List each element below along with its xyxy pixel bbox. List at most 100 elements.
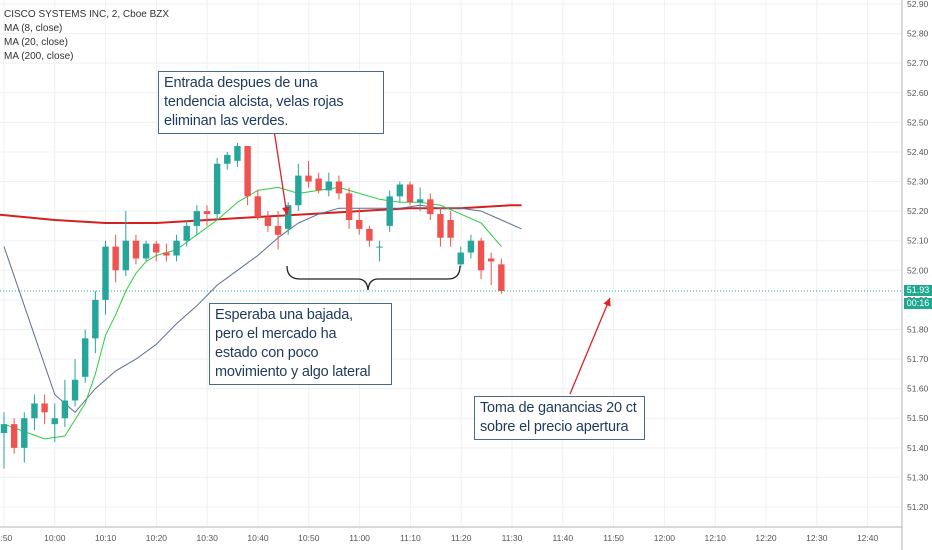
consolidation-brace bbox=[286, 265, 461, 291]
candle-body bbox=[61, 400, 69, 419]
legend-ma200: MA (200, close) bbox=[4, 51, 74, 62]
candle-body bbox=[437, 214, 444, 238]
y-tick-label: 51.20 bbox=[907, 502, 929, 512]
candle-body bbox=[112, 246, 119, 271]
candle-body bbox=[406, 184, 414, 203]
chart-legend: CISCO SYSTEMS INC, 2, Cboe BZX MA (8, cl… bbox=[4, 8, 169, 64]
candles bbox=[0, 143, 505, 469]
candle-body bbox=[295, 175, 302, 206]
candle-body bbox=[142, 243, 150, 259]
x-tick-label: 11:50 bbox=[603, 533, 624, 543]
x-tick-label: 11:30 bbox=[502, 533, 523, 543]
candle-body bbox=[315, 178, 322, 191]
x-tick-label: 10:40 bbox=[247, 533, 269, 543]
candle-body bbox=[234, 146, 241, 161]
candle-body bbox=[153, 243, 160, 253]
candle-body bbox=[203, 211, 211, 215]
y-tick-label: 51.60 bbox=[907, 384, 929, 394]
candle-body bbox=[31, 403, 38, 419]
y-tick-label: 52.50 bbox=[907, 117, 929, 127]
candle-body bbox=[122, 240, 129, 271]
candle-body bbox=[71, 379, 79, 401]
candle-body bbox=[173, 240, 180, 256]
candle-body bbox=[213, 163, 221, 215]
x-tick-label: 12:40 bbox=[857, 533, 879, 543]
x-tick-label: 10:20 bbox=[146, 533, 168, 543]
candle-body bbox=[274, 225, 282, 235]
candle-body bbox=[305, 175, 312, 182]
y-tick-label: 52.70 bbox=[907, 58, 929, 68]
candle-body bbox=[82, 338, 89, 377]
candle-body bbox=[92, 299, 99, 339]
note-take-profit: Toma de ganancias 20 ct sobre el precio … bbox=[474, 396, 645, 440]
x-tick-label: 10:30 bbox=[197, 533, 219, 543]
candle-body bbox=[244, 146, 251, 197]
note-entry: Entrada despues de una tendencia alcista… bbox=[158, 71, 384, 134]
candle-body bbox=[416, 199, 424, 203]
candle-countdown: 00:16 bbox=[904, 298, 932, 309]
candle-body bbox=[193, 211, 201, 226]
candle-body bbox=[10, 424, 18, 448]
candle-body bbox=[457, 252, 464, 265]
candle-body bbox=[254, 196, 261, 218]
last-price-label: 51.93 bbox=[904, 285, 932, 296]
candle-body bbox=[51, 418, 58, 425]
candle-body bbox=[285, 205, 292, 229]
candle-body bbox=[21, 418, 28, 448]
candle-body bbox=[447, 219, 454, 238]
x-tick-label: 11:10 bbox=[400, 533, 421, 543]
x-tick-label: 9:50 bbox=[0, 533, 13, 543]
y-tick-label: 51.30 bbox=[907, 472, 929, 482]
y-tick-label: 52.40 bbox=[907, 147, 929, 157]
candle-body bbox=[386, 196, 393, 226]
legend-title: CISCO SYSTEMS INC, 2, Cboe BZX bbox=[4, 9, 170, 20]
candle-body bbox=[132, 240, 140, 259]
candle-body bbox=[366, 228, 373, 241]
candle-body bbox=[467, 240, 475, 253]
candle-body bbox=[0, 424, 8, 434]
x-tick-label: 11:20 bbox=[451, 533, 472, 543]
y-tick-label: 51.40 bbox=[907, 443, 929, 453]
candle-body bbox=[488, 258, 495, 262]
y-tick-label: 52.30 bbox=[907, 177, 929, 187]
y-tick-label: 51.50 bbox=[907, 413, 929, 423]
candle-body bbox=[396, 184, 404, 197]
candle-body bbox=[183, 225, 190, 241]
candle-body bbox=[335, 181, 343, 194]
candle-body bbox=[102, 246, 109, 300]
annotations bbox=[0, 129, 902, 395]
note-expect: Esperaba una bajada, pero el mercado ha … bbox=[209, 303, 392, 385]
take-profit-arrow bbox=[569, 297, 611, 395]
y-tick-label: 52.90 bbox=[907, 0, 929, 9]
x-tick-label: 11:40 bbox=[552, 533, 573, 543]
y-tick-label: 52.10 bbox=[907, 236, 929, 246]
x-tick-label: 10:00 bbox=[44, 533, 66, 543]
candle-body bbox=[224, 154, 231, 164]
candle-body bbox=[427, 199, 434, 215]
x-tick-label: 12:20 bbox=[755, 533, 777, 543]
legend-ma20: MA (20, close) bbox=[4, 37, 68, 48]
entry-arrow bbox=[273, 129, 290, 216]
candle-body bbox=[163, 252, 170, 256]
candle-body bbox=[356, 219, 363, 229]
y-tick-label: 52.20 bbox=[907, 206, 929, 216]
ma200-line bbox=[0, 204, 522, 224]
x-tick-label: 12:10 bbox=[705, 533, 727, 543]
candle-body bbox=[345, 193, 353, 220]
candle-body bbox=[477, 240, 485, 271]
x-tick-label: 11:00 bbox=[349, 533, 370, 543]
candle-body bbox=[376, 246, 383, 248]
legend-ma8: MA (8, close) bbox=[4, 23, 63, 34]
y-tick-label: 51.80 bbox=[907, 324, 929, 334]
candle-body bbox=[498, 264, 505, 292]
x-tick-label: 12:00 bbox=[654, 533, 676, 543]
x-tick-label: 10:50 bbox=[298, 533, 320, 543]
y-tick-label: 52.00 bbox=[907, 265, 929, 275]
candle-body bbox=[41, 403, 48, 413]
x-tick-label: 10:10 bbox=[95, 533, 117, 543]
candle-body bbox=[264, 217, 272, 226]
